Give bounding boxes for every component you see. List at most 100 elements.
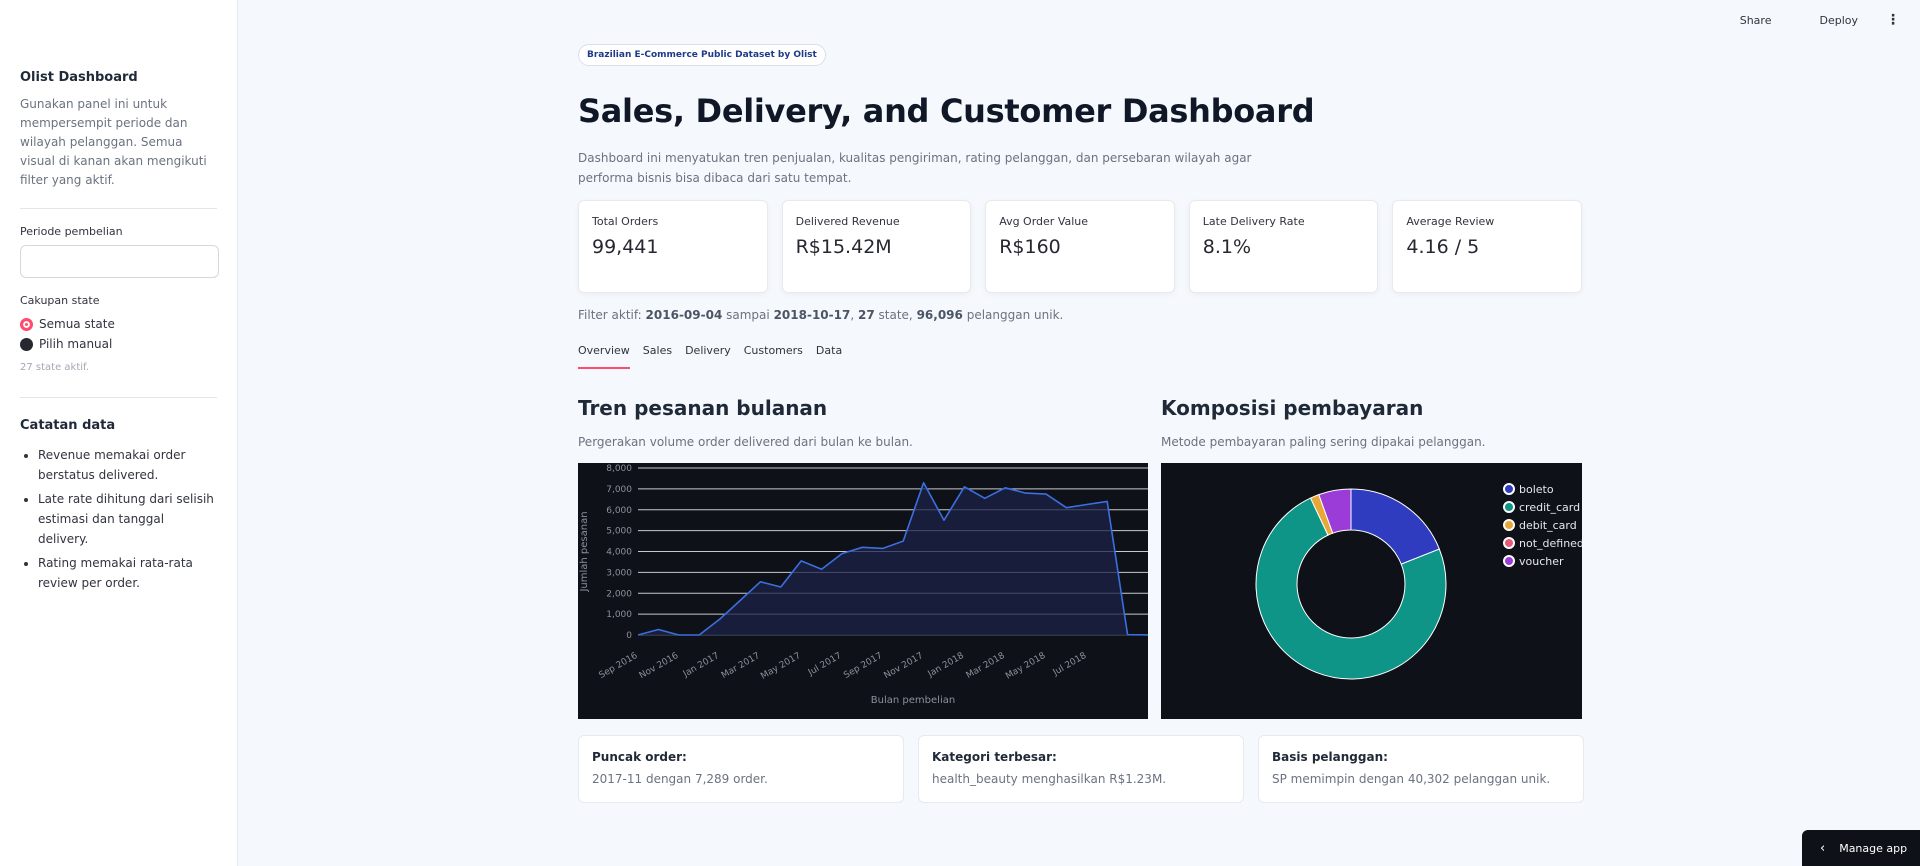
kpi-card-total-orders: Total Orders 99,441 xyxy=(578,200,768,293)
sidebar-description: Gunakan panel ini untuk mempersempit per… xyxy=(20,97,207,187)
manage-app-button[interactable]: ‹ Manage app xyxy=(1802,830,1920,866)
x-tick-label: Jul 2018 xyxy=(1051,651,1089,679)
filter-end-date: 2018-10-17 xyxy=(773,308,851,322)
pie-chart-title: Komposisi pembayaran xyxy=(1161,396,1424,420)
insight-row: Puncak order: 2017-11 dengan 7,289 order… xyxy=(578,735,1584,803)
notes-title: Catatan data xyxy=(20,418,116,433)
state-count-note: 27 state aktif. xyxy=(20,362,90,373)
filter-prefix: Filter aktif: xyxy=(578,308,642,322)
insight-text: 2017-11 dengan 7,289 order. xyxy=(592,772,768,786)
monthly-orders-line-chart[interactable]: 0 1,000 2,000 3,000 4,000 5,000 6,000 7,000 8,00… xyxy=(578,463,1149,719)
tab-sales[interactable]: Sales xyxy=(642,344,673,357)
kpi-label: Late Delivery Rate xyxy=(1202,215,1305,228)
kpi-value: 4.16 / 5 xyxy=(1406,236,1480,258)
tab-overview[interactable]: Overview xyxy=(578,344,630,369)
y-tick-label: 2,000 xyxy=(606,589,632,599)
payment-donut-chart[interactable]: boleto credit_card debit_card not_definedvo… xyxy=(1161,463,1584,719)
x-tick-label: Jan 2017 xyxy=(681,651,721,680)
dataset-badge: Brazilian E-Commerce Public Dataset by O… xyxy=(578,44,826,66)
legend-marker xyxy=(1503,519,1515,531)
insight-card-customers: Basis pelanggan: SP memimpin dengan 40,3… xyxy=(1258,735,1584,803)
state-scope-label: Cakupan state xyxy=(20,294,100,307)
line-chart-panel[interactable]: 0 1,000 2,000 3,000 4,000 5,000 6,000 7,000 8,00… xyxy=(578,463,1149,719)
insight-text: health_beauty menghasilkan R$1.23M. xyxy=(932,772,1167,786)
x-tick-label: Nov 2016 xyxy=(638,651,681,681)
kpi-value: R$160 xyxy=(999,236,1061,258)
x-tick-label: Mar 2017 xyxy=(720,651,762,681)
kpi-label: Avg Order Value xyxy=(999,215,1089,228)
filter-comma: , xyxy=(850,308,855,322)
legend-marker xyxy=(1503,537,1515,549)
radio-all-states[interactable]: Semua state xyxy=(20,314,217,334)
legend-marker xyxy=(1503,555,1515,567)
page-description: Dashboard ini menyatukan tren penjualan,… xyxy=(578,151,1252,185)
kpi-row: Total Orders 99,441 Delivered Revenue R$… xyxy=(578,200,1582,293)
note-item: Rating memakai rata-rata review per orde… xyxy=(38,553,217,593)
radio-manual-states[interactable]: Pilih manual xyxy=(20,334,217,354)
series-area xyxy=(638,482,1148,635)
tab-delivery[interactable]: Delivery xyxy=(685,344,731,357)
insight-title: Kategori terbesar: xyxy=(932,750,1057,764)
chevron-left-icon: ‹ xyxy=(1820,840,1826,856)
deploy-button[interactable]: Deploy xyxy=(1819,14,1858,27)
tab-customers[interactable]: Customers xyxy=(743,344,803,357)
y-tick-label: 1,000 xyxy=(606,610,632,620)
manage-app-label: Manage app xyxy=(1839,841,1908,855)
radio-all-states-label: Semua state xyxy=(39,317,115,331)
sidebar-divider xyxy=(20,397,217,398)
sidebar: Olist Dashboard Gunakan panel ini untuk … xyxy=(0,0,238,866)
y-axis-label: Jumlah pesanan xyxy=(579,511,590,592)
donut-slice-boleto xyxy=(1350,488,1440,565)
pie-chart-description: Metode pembayaran paling sering dipakai … xyxy=(1161,435,1486,449)
insight-card-category: Kategori terbesar: health_beauty menghas… xyxy=(918,735,1244,803)
active-filter-summary: Filter aktif: 2016-09-04 sampai 2018-10-… xyxy=(578,308,1063,322)
filter-customer-count: 96,096 xyxy=(916,308,963,322)
note-item: Late rate dihitung dari selisih estimasi… xyxy=(38,489,217,549)
x-tick-label: Nov 2017 xyxy=(883,651,926,681)
y-tick-label: 3,000 xyxy=(606,568,632,578)
y-tick-label: 6,000 xyxy=(606,506,632,516)
x-tick-label: May 2018 xyxy=(1004,651,1048,682)
pie-chart-panel[interactable]: boleto credit_card debit_card not_defined vo… xyxy=(1161,463,1584,719)
sidebar-title: Olist Dashboard xyxy=(20,70,138,85)
kpi-label: Average Review xyxy=(1406,215,1495,228)
filter-suffix: pelanggan unik. xyxy=(966,308,1064,322)
notes-list: Revenue memakai order berstatus delivere… xyxy=(20,445,217,593)
kpi-value: 99,441 xyxy=(592,236,659,258)
more-vert-icon[interactable]: ⋮ xyxy=(1886,12,1900,28)
top-toolbar: Share Deploy ⋮ xyxy=(1712,12,1900,28)
x-tick-label: Mar 2018 xyxy=(965,651,1007,681)
sidebar-divider xyxy=(20,208,217,209)
y-tick-label: 5,000 xyxy=(606,527,632,537)
kpi-card-delivered-revenue: Delivered Revenue R$15.42M xyxy=(781,200,972,293)
line-chart-title: Tren pesanan bulanan xyxy=(578,396,828,420)
page-title: Sales, Delivery, and Customer Dashboard xyxy=(578,92,1315,130)
radio-unselected-icon xyxy=(20,337,33,351)
legend-marker xyxy=(1503,483,1515,495)
filter-state-count: 27 xyxy=(858,308,875,322)
radio-manual-states-label: Pilih manual xyxy=(39,337,113,351)
filter-start-date: 2016-09-04 xyxy=(645,308,723,322)
x-tick-label: Sep 2016 xyxy=(597,651,639,681)
period-date-input[interactable] xyxy=(20,245,219,278)
insight-title: Puncak order: xyxy=(592,750,687,764)
series-line xyxy=(637,482,1149,636)
legend-label-boleto: boleto xyxy=(1519,483,1554,496)
radio-selected-icon xyxy=(20,317,33,331)
kpi-card-avg-order-value: Avg Order Value R$160 xyxy=(985,200,1175,293)
tab-data[interactable]: Data xyxy=(815,344,843,357)
insight-card-peak: Puncak order: 2017-11 dengan 7,289 order… xyxy=(578,735,904,803)
kpi-label: Delivered Revenue xyxy=(795,215,900,228)
y-tick-label: 8,000 xyxy=(606,464,632,474)
kpi-label: Total Orders xyxy=(592,215,659,228)
legend-marker xyxy=(1503,501,1515,513)
kpi-card-average-review: Average Review 4.16 / 5 xyxy=(1392,200,1582,293)
insight-title: Basis pelanggan: xyxy=(1272,750,1388,764)
share-button[interactable]: Share xyxy=(1739,14,1772,27)
legend-label-credit_card: credit_card xyxy=(1519,501,1580,514)
tab-bar: Overview Sales Delivery Customers Data xyxy=(578,344,855,369)
donut-slice-credit_card xyxy=(1255,497,1447,680)
legend-label-debit_card: debit_card xyxy=(1519,519,1577,532)
y-tick-label: 4,000 xyxy=(606,548,632,558)
y-tick-label: 0 xyxy=(626,631,632,641)
